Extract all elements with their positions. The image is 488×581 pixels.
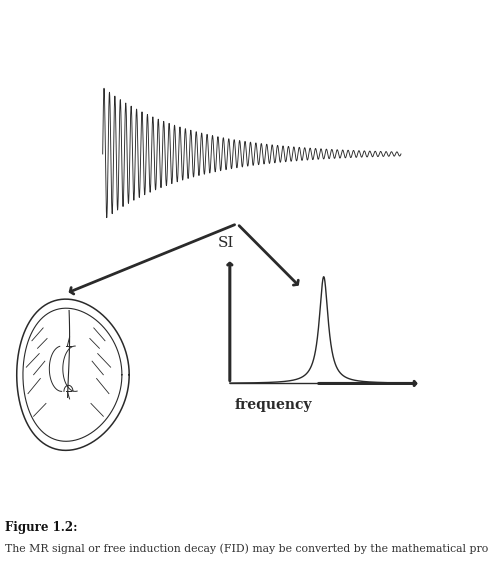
- Text: SI: SI: [217, 236, 233, 250]
- Text: The MR signal or free induction decay (FID) may be converted by the mathematical: The MR signal or free induction decay (F…: [5, 543, 488, 554]
- Text: Figure 1.2:: Figure 1.2:: [5, 521, 77, 533]
- Text: frequency: frequency: [234, 398, 312, 412]
